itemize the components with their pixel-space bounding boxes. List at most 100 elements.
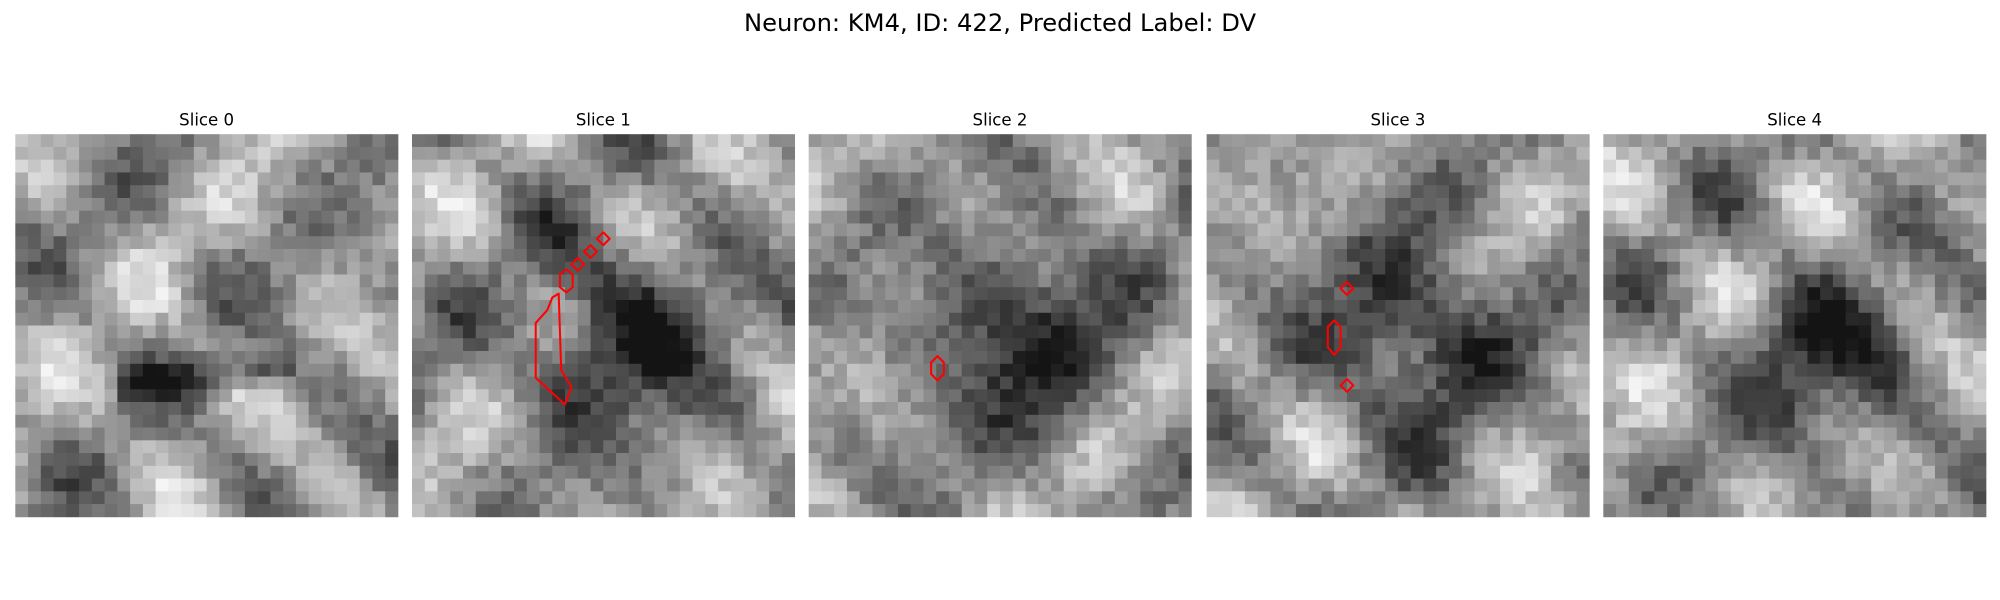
- pixel: [1178, 440, 1192, 454]
- pixel: [1038, 491, 1052, 505]
- pixel: [1628, 134, 1642, 148]
- pixel: [641, 236, 655, 250]
- pixel: [130, 159, 144, 173]
- pixel: [1359, 300, 1373, 314]
- pixel: [1934, 402, 1949, 416]
- pixel: [1973, 210, 1987, 224]
- pixel: [1436, 172, 1450, 186]
- pixel: [1474, 351, 1488, 365]
- pixel: [1076, 478, 1090, 492]
- pixel: [590, 210, 604, 224]
- pixel: [295, 134, 310, 148]
- pixel: [1641, 210, 1655, 224]
- pixel: [1423, 389, 1437, 403]
- pixel: [1076, 427, 1090, 441]
- pixel: [1654, 491, 1668, 505]
- pixel: [846, 261, 861, 275]
- pixel: [66, 453, 80, 467]
- pixel: [1616, 146, 1630, 161]
- pixel: [1114, 134, 1128, 148]
- pixel: [1922, 159, 1936, 173]
- pixel: [1334, 351, 1348, 365]
- pixel: [1769, 223, 1783, 237]
- pixel: [808, 351, 822, 365]
- pixel: [552, 172, 566, 186]
- pixel: [295, 465, 310, 479]
- pixel: [385, 338, 399, 352]
- pixel: [437, 453, 451, 467]
- pixel: [1219, 440, 1233, 454]
- pixel: [539, 248, 553, 263]
- pixel: [974, 491, 988, 505]
- pixel: [1397, 453, 1412, 467]
- pixel: [1909, 414, 1923, 428]
- pixel: [1321, 134, 1335, 148]
- pixel: [1089, 223, 1103, 237]
- pixel: [1178, 478, 1192, 492]
- pixel: [283, 363, 297, 377]
- pixel: [53, 414, 67, 428]
- pixel: [1206, 287, 1220, 301]
- pixel: [514, 338, 528, 352]
- pixel: [1858, 312, 1872, 326]
- pixel: [1140, 325, 1154, 339]
- pixel: [897, 274, 912, 288]
- pixel: [781, 325, 796, 339]
- pixel: [1871, 363, 1885, 377]
- pixel: [1051, 146, 1065, 161]
- pixel: [1871, 465, 1885, 479]
- pixel: [1257, 134, 1271, 148]
- pixel: [1960, 159, 1974, 173]
- pixel: [692, 223, 706, 237]
- pixel: [514, 172, 528, 186]
- pixel: [743, 491, 757, 505]
- pixel: [1206, 491, 1220, 505]
- pixel: [872, 453, 886, 467]
- contour: [558, 268, 574, 294]
- pixel: [821, 287, 835, 301]
- pixel: [1692, 210, 1706, 224]
- pixel: [15, 248, 29, 263]
- pixel: [1334, 134, 1348, 148]
- pixel: [219, 338, 233, 352]
- pixel: [603, 478, 617, 492]
- pixel: [1743, 325, 1757, 339]
- pixel: [859, 172, 873, 186]
- pixel: [1474, 197, 1488, 212]
- pixel: [1308, 414, 1322, 428]
- pixel: [308, 478, 322, 492]
- pixel: [1718, 504, 1732, 518]
- pixel: [1947, 185, 1961, 199]
- pixel: [1756, 414, 1770, 428]
- pixel: [181, 325, 195, 339]
- pixel: [667, 159, 681, 173]
- pixel: [679, 210, 693, 224]
- pixel: [1934, 146, 1949, 161]
- pixel: [1257, 325, 1271, 339]
- pixel: [1807, 172, 1821, 186]
- pixel: [437, 248, 451, 263]
- pixel: [1385, 478, 1399, 492]
- pixel: [1102, 159, 1116, 173]
- pixel: [1934, 287, 1949, 301]
- pixel: [1012, 248, 1026, 263]
- pixel: [244, 172, 259, 186]
- pixel: [552, 504, 566, 518]
- pixel: [936, 146, 950, 161]
- pixel: [897, 453, 912, 467]
- pixel: [1883, 312, 1898, 326]
- pixel: [1871, 440, 1885, 454]
- pixel: [692, 376, 706, 390]
- pixel: [1321, 414, 1335, 428]
- pixel: [219, 478, 233, 492]
- pixel: [1705, 440, 1719, 454]
- pixel: [1359, 287, 1373, 301]
- pixel: [730, 427, 745, 441]
- pixel: [1538, 185, 1552, 199]
- pixel: [1667, 465, 1681, 479]
- pixel: [1140, 389, 1154, 403]
- pixel: [1153, 248, 1167, 263]
- pixel: [168, 197, 182, 212]
- pixel: [1397, 287, 1412, 301]
- pixel: [1628, 261, 1642, 275]
